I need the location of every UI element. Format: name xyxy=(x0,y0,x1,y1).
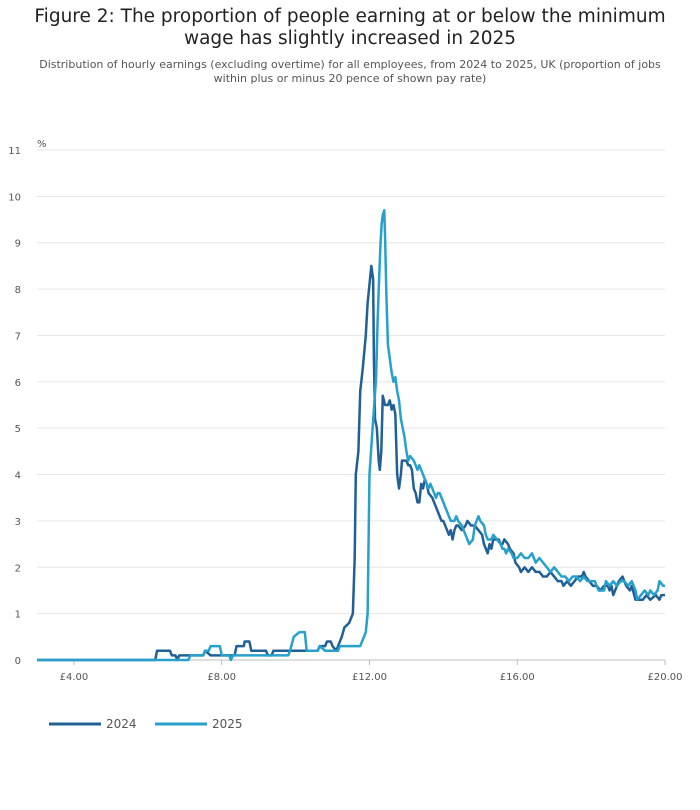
y-tick-label: 3 xyxy=(15,517,21,528)
legend-label-2025[interactable]: 2025 xyxy=(212,717,243,731)
y-tick-label: 0 xyxy=(15,656,21,667)
legend-label-2024[interactable]: 2024 xyxy=(106,717,137,731)
x-tick-label: £16.00 xyxy=(500,672,535,683)
x-tick-label: £8.00 xyxy=(207,672,236,683)
y-tick-label: 4 xyxy=(15,471,21,482)
series-lines xyxy=(37,209,665,662)
series-line-2025[interactable] xyxy=(37,209,665,662)
y-axis-ticks: 0 1 2 3 4 5 6 7 8 9 10 11 xyxy=(8,146,21,667)
y-tick-label: 8 xyxy=(15,285,21,296)
gridlines xyxy=(37,149,665,661)
legend[interactable]: 2024 2025 xyxy=(49,717,243,731)
y-tick-label: 7 xyxy=(15,331,21,342)
y-axis-label: % xyxy=(37,139,47,150)
y-tick-label: 5 xyxy=(15,424,21,435)
y-tick-label: 10 xyxy=(8,192,21,203)
x-tick-label: £20.00 xyxy=(648,672,683,683)
chart-title: Figure 2: The proportion of people earni… xyxy=(34,6,666,49)
x-axis-ticks: £4.00 £8.00 £12.00 £16.00 £20.00 xyxy=(60,660,683,683)
chart-subtitle: Distribution of hourly earnings (excludi… xyxy=(39,58,661,85)
series-line-2024[interactable] xyxy=(37,264,665,662)
x-tick-label: £4.00 xyxy=(60,672,89,683)
y-tick-label: 9 xyxy=(15,239,21,250)
y-tick-label: 11 xyxy=(8,146,21,157)
y-tick-label: 2 xyxy=(15,563,21,574)
x-tick-label: £12.00 xyxy=(352,672,387,683)
y-tick-label: 6 xyxy=(15,378,21,389)
y-tick-label: 1 xyxy=(15,610,21,621)
